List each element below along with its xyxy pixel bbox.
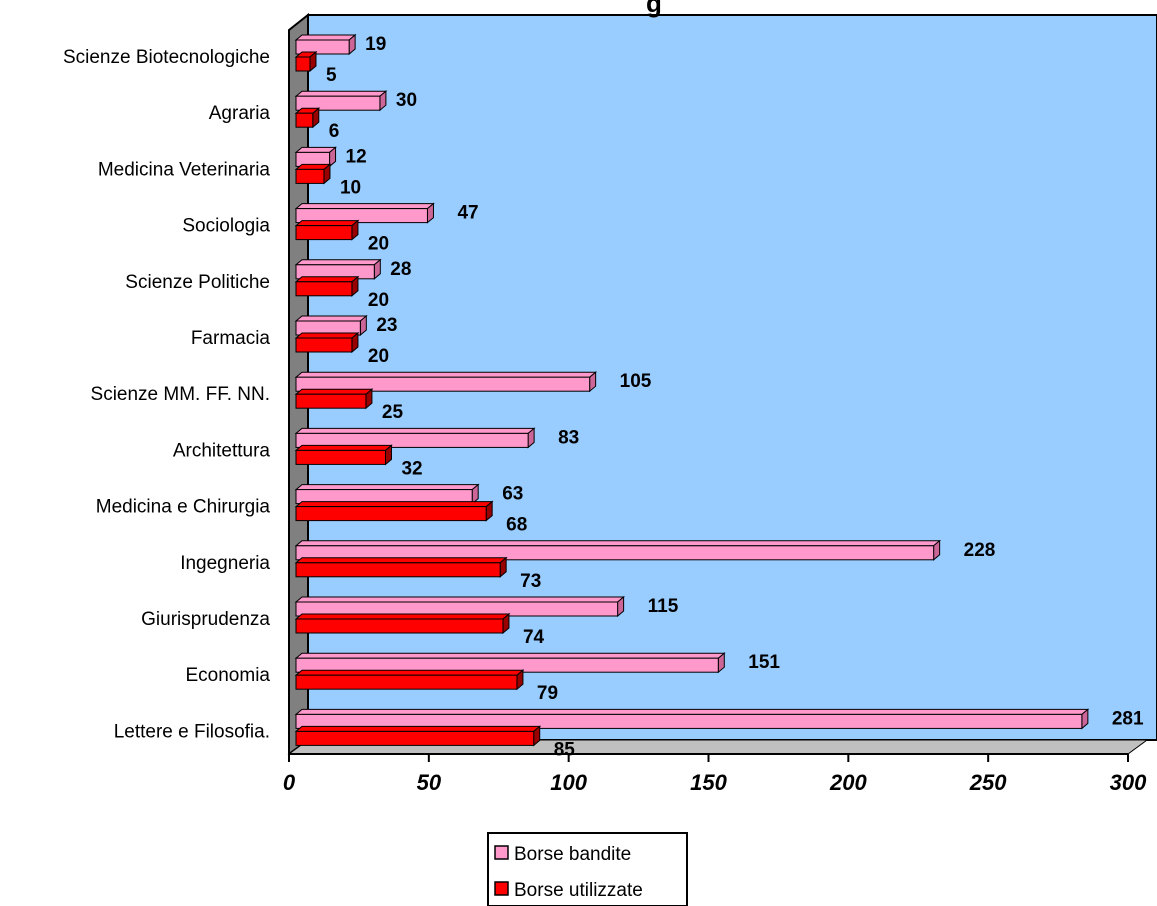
bar-borse-utilizzate-agraria: [294, 107, 321, 129]
x-tick-label-50: 50: [417, 770, 442, 795]
bar-borse-bandite-medicina-veterinaria: [294, 146, 337, 168]
data-label-borse-utilizzate-medicina-e-chirurgia: 68: [506, 515, 527, 536]
x-tick-label-100: 100: [550, 770, 587, 795]
bar-borse-bandite-architettura: [294, 427, 536, 449]
category-label-farmacia: Farmacia: [191, 328, 271, 349]
data-label-borse-utilizzate-scienze-biotecnologiche: 5: [326, 65, 337, 86]
data-label-borse-bandite-architettura: 83: [558, 427, 579, 448]
category-label-architettura: Architettura: [173, 440, 271, 461]
bar-borse-bandite-farmacia: [294, 314, 368, 337]
bar-borse-utilizzate-medicina-e-chirurgia: [294, 500, 494, 522]
legend-box: [487, 832, 688, 906]
x-tick-label-0: 0: [283, 770, 296, 795]
data-label-borse-utilizzate-farmacia: 20: [368, 346, 389, 367]
data-label-borse-utilizzate-ingegneria: 73: [520, 571, 541, 592]
bar-borse-utilizzate-sociologia: [294, 219, 360, 241]
bar-borse-bandite-scienze-biotecnologiche: [294, 33, 357, 56]
bar-borse-utilizzate-architettura: [294, 444, 393, 466]
category-label-economia: Economia: [186, 665, 271, 686]
bar-borse-utilizzate-scienze-mm-ff-nn: [294, 388, 374, 410]
data-label-borse-bandite-giurisprudenza: 115: [648, 596, 679, 617]
legend-swatch-borse-bandite: [494, 845, 509, 860]
bar-borse-utilizzate-medicina-veterinaria: [294, 163, 332, 185]
data-label-borse-utilizzate-giurisprudenza: 74: [523, 627, 545, 648]
bar-borse-bandite-giurisprudenza: [294, 595, 625, 618]
legend-swatch-borse-utilizzate: [494, 881, 509, 896]
bar-borse-bandite-medicina-e-chirurgia: [294, 483, 480, 505]
category-label-lettere-e-filosofia: Lettere e Filosofia.: [114, 721, 270, 742]
x-tick-label-150: 150: [690, 770, 727, 795]
bar-borse-bandite-sociologia: [294, 202, 435, 224]
bar-borse-utilizzate-scienze-biotecnologiche: [294, 50, 318, 73]
data-label-borse-utilizzate-architettura: 32: [401, 458, 422, 479]
data-label-borse-utilizzate-scienze-mm-ff-nn: 25: [382, 402, 404, 423]
x-tick-label-300: 300: [1110, 770, 1147, 795]
legend: Borse bandite Borse utilizzate: [487, 832, 688, 906]
bar-borse-bandite-scienze-politiche: [294, 258, 382, 280]
x-tick-label-200: 200: [829, 770, 867, 795]
data-label-borse-utilizzate-economia: 79: [537, 683, 558, 704]
category-label-ingegneria: Ingegneria: [180, 553, 270, 574]
category-label-medicina-veterinaria: Medicina Veterinaria: [98, 159, 271, 180]
bar-borse-utilizzate-farmacia: [294, 331, 360, 354]
bar-borse-bandite-agraria: [294, 90, 388, 112]
legend-label-borse-bandite: Borse bandite: [514, 844, 631, 865]
bar-borse-bandite-ingegneria: [294, 539, 942, 561]
data-label-borse-bandite-lettere-e-filosofia: 281: [1112, 708, 1144, 729]
bar-borse-bandite-economia: [294, 652, 726, 674]
bar-borse-utilizzate-economia: [294, 669, 525, 691]
data-label-borse-bandite-agraria: 30: [396, 90, 417, 111]
data-label-borse-bandite-scienze-politiche: 28: [390, 259, 411, 280]
data-label-borse-utilizzate-medicina-veterinaria: 10: [340, 177, 361, 198]
bar-borse-utilizzate-giurisprudenza: [294, 612, 511, 635]
data-label-borse-utilizzate-agraria: 6: [329, 121, 340, 142]
data-label-borse-bandite-economia: 151: [748, 652, 780, 673]
bar-borse-bandite-lettere-e-filosofia: [294, 708, 1090, 730]
category-label-agraria: Agraria: [209, 103, 271, 124]
bar-borse-bandite-scienze-mm-ff-nn: [294, 371, 598, 393]
chart-title-fragment: g: [646, 0, 662, 18]
category-label-medicina-e-chirurgia: Medicina e Chirurgia: [96, 497, 271, 518]
x-tick-label-250: 250: [969, 770, 1007, 795]
bar-borse-utilizzate-scienze-politiche: [294, 275, 360, 297]
data-label-borse-bandite-ingegneria: 228: [964, 540, 996, 561]
category-label-giurisprudenza: Giurisprudenza: [141, 609, 270, 630]
data-label-borse-bandite-medicina-veterinaria: 12: [346, 146, 367, 167]
data-label-borse-bandite-scienze-mm-ff-nn: 105: [620, 371, 652, 392]
bar-borse-utilizzate-ingegneria: [294, 556, 508, 578]
data-label-borse-utilizzate-scienze-politiche: 20: [368, 290, 389, 311]
data-label-borse-utilizzate-sociologia: 20: [368, 234, 389, 255]
data-label-borse-bandite-sociologia: 47: [457, 203, 478, 224]
bar-borse-utilizzate-lettere-e-filosofia: [294, 725, 542, 747]
category-label-sociologia: Sociologia: [182, 216, 270, 237]
data-label-borse-bandite-scienze-biotecnologiche: 19: [365, 34, 386, 55]
legend-label-borse-utilizzate: Borse utilizzate: [514, 880, 643, 901]
category-label-scienze-politiche: Scienze Politiche: [125, 272, 270, 293]
data-label-borse-utilizzate-lettere-e-filosofia: 85: [554, 739, 576, 760]
category-label-scienze-mm-ff-nn: Scienze MM. FF. NN.: [91, 384, 270, 405]
data-label-borse-bandite-medicina-e-chirurgia: 63: [502, 484, 523, 505]
category-label-scienze-biotecnologiche: Scienze Biotecnologiche: [63, 47, 270, 68]
data-label-borse-bandite-farmacia: 23: [376, 315, 397, 336]
